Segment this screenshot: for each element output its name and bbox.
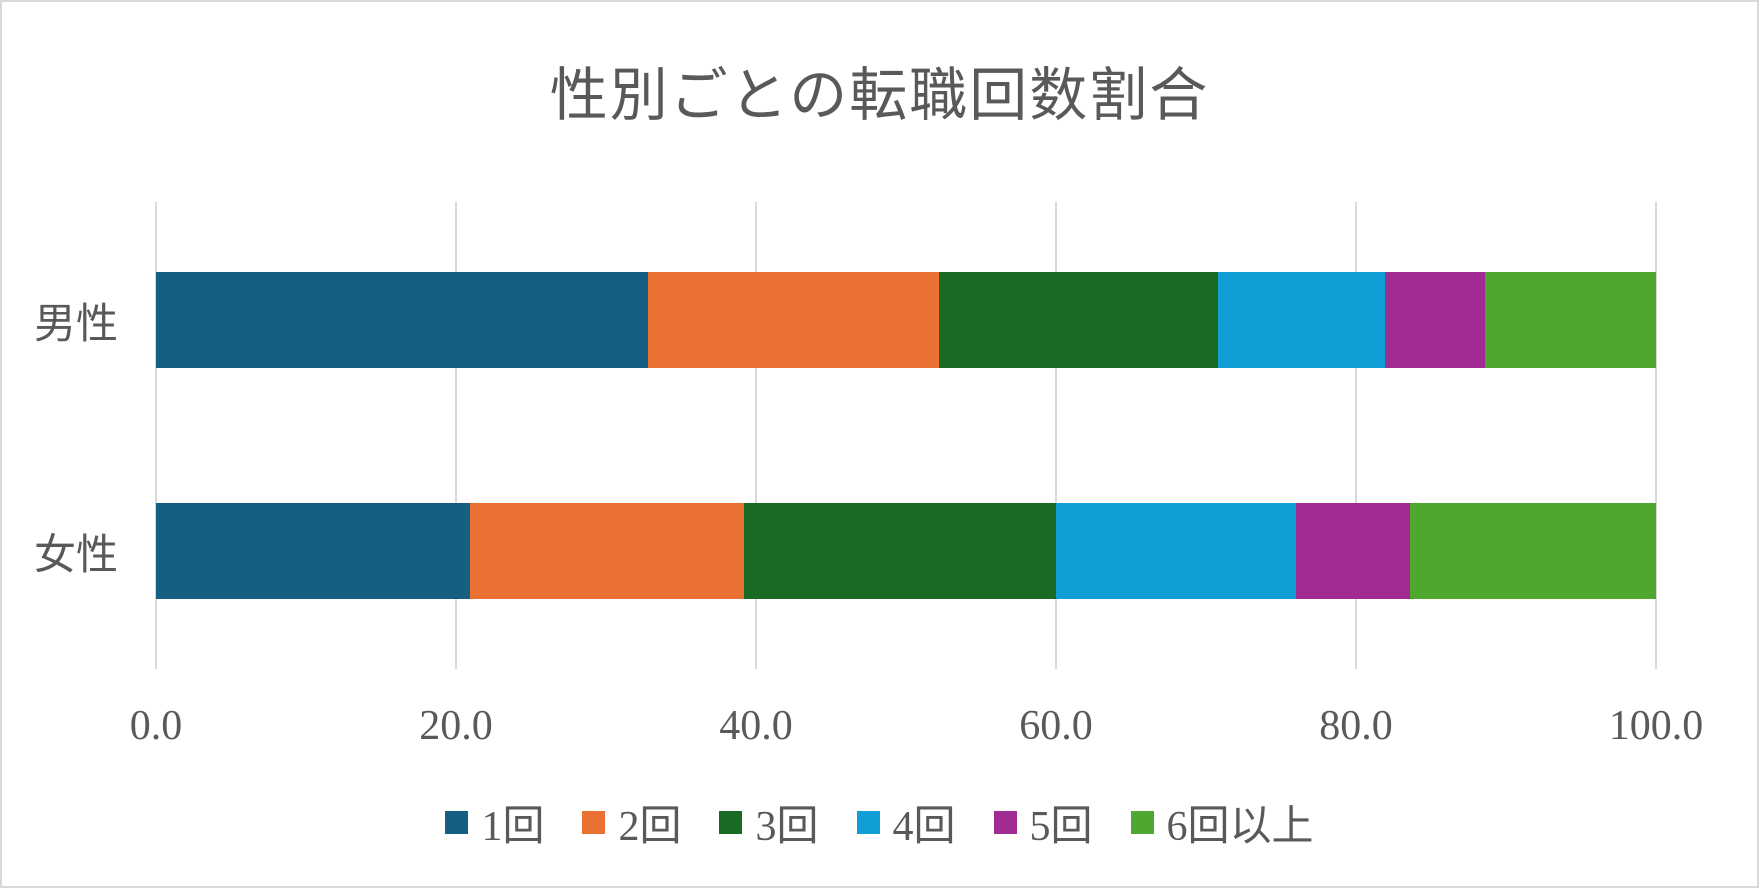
bar-row-male bbox=[156, 272, 1656, 368]
gridline bbox=[455, 202, 457, 669]
x-axis-tick-label: 20.0 bbox=[419, 703, 493, 749]
legend-item-s5: 5回 bbox=[993, 792, 1093, 853]
bar-segment-male-s6 bbox=[1485, 272, 1656, 368]
x-axis-tick-label: 0.0 bbox=[129, 703, 183, 749]
category-label-male: 男性 bbox=[33, 301, 118, 348]
legend-label: 1回 bbox=[481, 804, 545, 850]
legend-swatch-icon bbox=[582, 811, 606, 834]
bar-segment-male-s1 bbox=[156, 272, 648, 368]
legend-label: 4回 bbox=[892, 804, 956, 850]
legend-label: 3回 bbox=[755, 804, 819, 850]
legend-swatch-icon bbox=[719, 811, 743, 834]
plot-area: 男性女性 0.0 20.0 40.0 60.0 80.0 100.0 bbox=[34, 202, 1703, 749]
gridline bbox=[1055, 202, 1057, 669]
legend-label: 2回 bbox=[618, 804, 682, 850]
legend-swatch-icon bbox=[1130, 811, 1154, 834]
bar-segment-female-s4 bbox=[1055, 503, 1296, 599]
bar-segment-male-s3 bbox=[939, 272, 1218, 368]
bar-segment-female-s1 bbox=[156, 503, 470, 599]
legend-item-s6: 6回以上 bbox=[1130, 792, 1314, 853]
x-axis-tick-label: 40.0 bbox=[719, 703, 793, 749]
legend-item-s3: 3回 bbox=[719, 792, 819, 853]
legend-item-s1: 1回 bbox=[445, 792, 544, 853]
x-axis-tick-label: 60.0 bbox=[1019, 703, 1093, 749]
gridline bbox=[155, 202, 157, 669]
bar-segment-male-s5 bbox=[1384, 272, 1485, 368]
legend-item-s2: 2回 bbox=[582, 792, 681, 853]
bar-segment-female-s6 bbox=[1409, 503, 1656, 599]
bar-segment-female-s2 bbox=[469, 503, 744, 599]
legend-swatch-icon bbox=[856, 811, 880, 834]
legend-swatch-icon bbox=[993, 811, 1017, 834]
gridline bbox=[1655, 202, 1657, 669]
legend-swatch-icon bbox=[445, 811, 469, 834]
legend-item-s4: 4回 bbox=[856, 792, 956, 853]
chart-title: 性別ごとの転職回数割合 bbox=[549, 63, 1210, 128]
bar-row-female bbox=[156, 503, 1656, 599]
bar-segment-male-s4 bbox=[1218, 272, 1385, 368]
legend: 1回 2回 3回 4回 5回 6回以上 bbox=[2, 792, 1757, 853]
category-label-female: 女性 bbox=[33, 532, 118, 579]
x-axis-tick-label: 100.0 bbox=[1608, 703, 1704, 749]
legend-label: 6回以上 bbox=[1166, 804, 1314, 850]
gridline bbox=[1355, 202, 1357, 669]
bar-segment-female-s5 bbox=[1295, 503, 1410, 599]
gridline bbox=[755, 202, 757, 669]
bar-segment-female-s3 bbox=[743, 503, 1056, 599]
x-axis-tick-label: 80.0 bbox=[1319, 703, 1393, 749]
legend-label: 5回 bbox=[1029, 804, 1093, 850]
bar-segment-male-s2 bbox=[648, 272, 939, 368]
